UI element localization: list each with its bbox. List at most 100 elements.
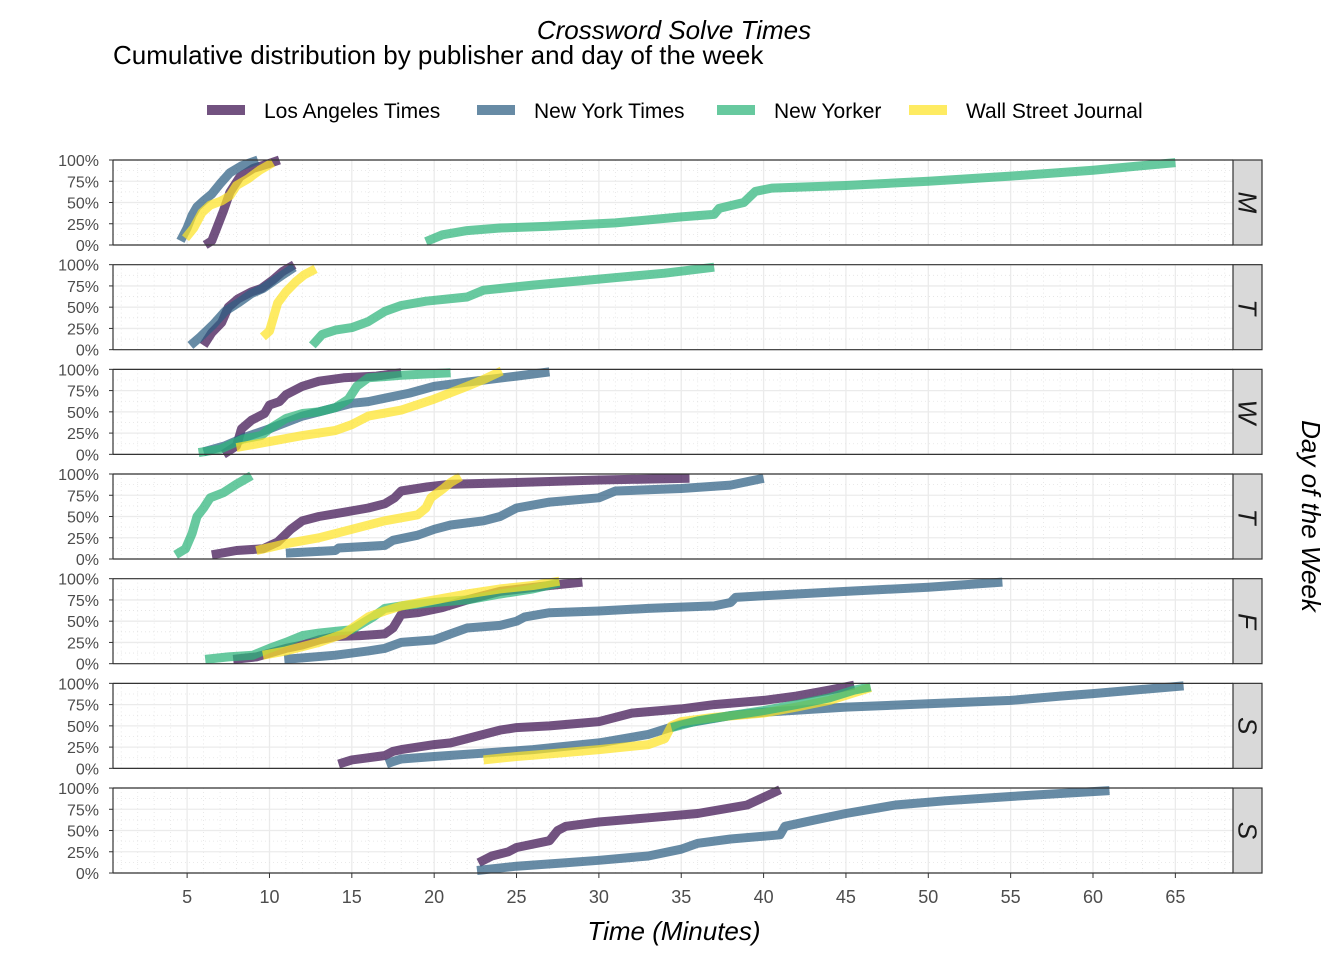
legend-item: Wall Street Journal bbox=[909, 100, 1143, 123]
y-tick-label: 25% bbox=[67, 635, 99, 652]
facet-panel: 0% 25% 50% 75% 100% W bbox=[58, 362, 1263, 464]
facet-strip bbox=[1232, 473, 1263, 560]
facet-axis-title: Day of the Week bbox=[1296, 420, 1326, 614]
y-tick-label: 100% bbox=[58, 676, 99, 693]
y-tick-label: 0% bbox=[76, 343, 99, 360]
y-tick-label: 25% bbox=[67, 845, 99, 862]
legend-label: New York Times bbox=[534, 100, 685, 123]
x-axis-title: Time (Minutes) bbox=[587, 916, 760, 946]
series-line bbox=[308, 262, 715, 349]
x-tick-label: 20 bbox=[424, 887, 444, 907]
facet-strip-label: T bbox=[1233, 509, 1263, 527]
series-line bbox=[262, 576, 561, 660]
series-line bbox=[476, 785, 782, 867]
series-line bbox=[283, 577, 1003, 664]
x-tick-label: 60 bbox=[1083, 887, 1103, 907]
facet-strip-label: S bbox=[1233, 717, 1263, 735]
series-line bbox=[255, 472, 463, 555]
series-line bbox=[285, 473, 765, 558]
x-tick-label: 55 bbox=[1001, 887, 1021, 907]
facet-panels: 0% 25% 50% 75% 100% M 0% 25% 50% 75% 100% T 0% 25% 50%… bbox=[58, 153, 1263, 883]
facet-strip bbox=[1232, 682, 1263, 769]
x-tick-label: 45 bbox=[836, 887, 856, 907]
x-tick-label: 5 bbox=[182, 887, 192, 907]
y-tick-label: 75% bbox=[67, 698, 99, 715]
x-tick-label: 15 bbox=[342, 887, 362, 907]
series-line bbox=[173, 471, 254, 559]
x-tick-label: 10 bbox=[259, 887, 279, 907]
x-tick-label: 40 bbox=[754, 887, 774, 907]
facet-strip-label: T bbox=[1233, 299, 1263, 317]
y-tick-label: 100% bbox=[58, 362, 99, 379]
facet-strip-label: F bbox=[1233, 613, 1263, 631]
series-line bbox=[337, 680, 856, 769]
series-line bbox=[220, 368, 402, 459]
y-tick-label: 75% bbox=[67, 802, 99, 819]
y-tick-label: 75% bbox=[67, 488, 99, 505]
y-tick-label: 100% bbox=[58, 467, 99, 484]
facet-panel: 0% 25% 50% 75% 100% F bbox=[58, 572, 1263, 674]
series-line bbox=[670, 682, 872, 732]
y-tick-label: 25% bbox=[67, 531, 99, 548]
y-tick-label: 100% bbox=[58, 572, 99, 589]
facet-strip-label: W bbox=[1233, 400, 1263, 427]
y-tick-label: 75% bbox=[67, 279, 99, 296]
y-tick-label: 50% bbox=[67, 196, 99, 213]
y-tick-label: 75% bbox=[67, 593, 99, 610]
facet-panel: 0% 25% 50% 75% 100% S bbox=[58, 676, 1263, 778]
facet-strip bbox=[1232, 368, 1263, 455]
legend-label: Los Angeles Times bbox=[264, 100, 440, 123]
y-tick-label: 50% bbox=[67, 405, 99, 422]
y-tick-label: 75% bbox=[67, 174, 99, 191]
y-tick-label: 25% bbox=[67, 321, 99, 338]
y-tick-label: 0% bbox=[76, 866, 99, 883]
x-tick-label: 65 bbox=[1165, 887, 1185, 907]
legend-label: New Yorker bbox=[774, 100, 881, 123]
series-line bbox=[259, 264, 318, 341]
y-tick-label: 100% bbox=[58, 153, 99, 170]
x-axis: 5 10 15 20 25 30 35 40 45 50 55 60 65 bbox=[182, 873, 1185, 907]
x-tick-label: 35 bbox=[671, 887, 691, 907]
legend-item: Los Angeles Times bbox=[207, 100, 440, 123]
facet-strip bbox=[1232, 159, 1263, 246]
y-tick-label: 0% bbox=[76, 238, 99, 255]
legend-label: Wall Street Journal bbox=[966, 100, 1143, 123]
y-tick-label: 100% bbox=[58, 258, 99, 275]
series-line bbox=[181, 158, 276, 242]
y-tick-label: 100% bbox=[58, 781, 99, 798]
y-tick-label: 0% bbox=[76, 447, 99, 464]
y-tick-label: 50% bbox=[67, 300, 99, 317]
series-line bbox=[476, 786, 1110, 875]
y-tick-label: 0% bbox=[76, 552, 99, 569]
series-line bbox=[235, 366, 504, 452]
facet-strip bbox=[1232, 264, 1263, 351]
legend-item: New Yorker bbox=[717, 100, 881, 123]
facet-strip bbox=[1232, 787, 1263, 874]
series-line bbox=[197, 368, 451, 458]
facet-strip bbox=[1232, 578, 1263, 665]
y-tick-label: 25% bbox=[67, 426, 99, 443]
y-tick-label: 0% bbox=[76, 657, 99, 674]
y-tick-label: 50% bbox=[67, 719, 99, 736]
facet-panel: 0% 25% 50% 75% 100% T bbox=[58, 258, 1263, 360]
series-line bbox=[424, 158, 1176, 246]
y-tick-label: 25% bbox=[67, 217, 99, 234]
facet-panel: 0% 25% 50% 75% 100% M bbox=[58, 153, 1263, 255]
y-tick-label: 75% bbox=[67, 384, 99, 401]
chart-title: Crossword Solve Times bbox=[537, 15, 811, 45]
y-tick-label: 50% bbox=[67, 824, 99, 841]
facet-panel: 0% 25% 50% 75% 100% T bbox=[58, 467, 1263, 569]
series-line bbox=[187, 263, 297, 349]
y-tick-label: 25% bbox=[67, 740, 99, 757]
y-tick-label: 0% bbox=[76, 761, 99, 778]
legend: Los Angeles Times New York Times New Yorke… bbox=[207, 100, 1143, 123]
facet-strip-label: S bbox=[1233, 822, 1263, 840]
legend-item: New York Times bbox=[477, 100, 685, 123]
x-tick-label: 30 bbox=[589, 887, 609, 907]
x-tick-label: 25 bbox=[507, 887, 527, 907]
y-tick-label: 50% bbox=[67, 614, 99, 631]
x-tick-label: 50 bbox=[918, 887, 938, 907]
chart-subtitle: Cumulative distribution by publisher and… bbox=[113, 40, 764, 70]
y-tick-label: 50% bbox=[67, 510, 99, 527]
